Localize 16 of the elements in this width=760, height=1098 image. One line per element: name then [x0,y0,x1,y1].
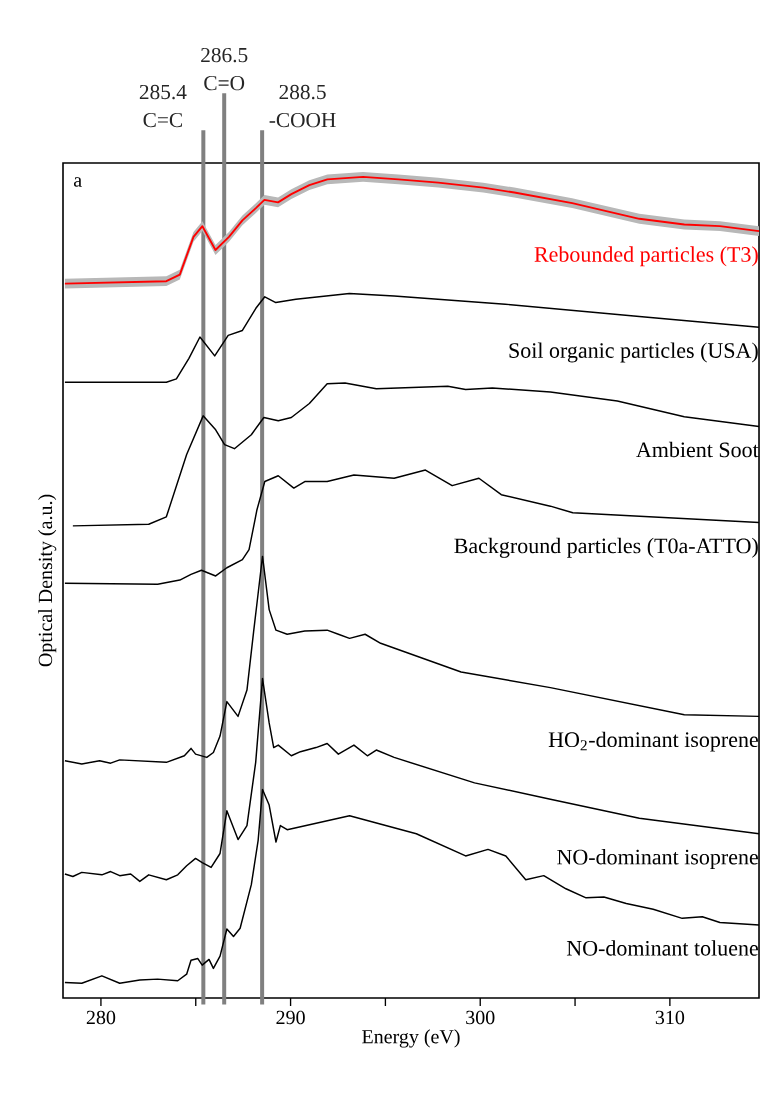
series-label: Rebounded particles (T3) [534,246,758,267]
x-tick-label: 310 [655,1010,685,1025]
series-label: NO-dominant isoprene [557,849,758,869]
ref-line-label: 288.5 -COOH [269,84,336,128]
series-label: Background particles (T0a-ATTO) [454,537,758,558]
x-tick-label: 290 [276,1010,305,1025]
ref-line-label: 286.5 C=O [201,47,248,91]
y-axis-title: Optical Density (a.u.) [38,494,57,667]
series-label: HO$_{2}$-dominant isoprene [548,731,758,752]
annotation: a [73,177,82,187]
x-tick-label: 300 [466,1010,495,1025]
series-label: NO-dominant toluene [566,940,758,956]
series-label: Soil organic particles (USA) [509,342,758,363]
x-axis-title: Energy (eV) [362,1029,460,1048]
x-tick-label: 280 [86,1010,116,1025]
ref-line-label: 285.4 C=C [139,84,187,128]
